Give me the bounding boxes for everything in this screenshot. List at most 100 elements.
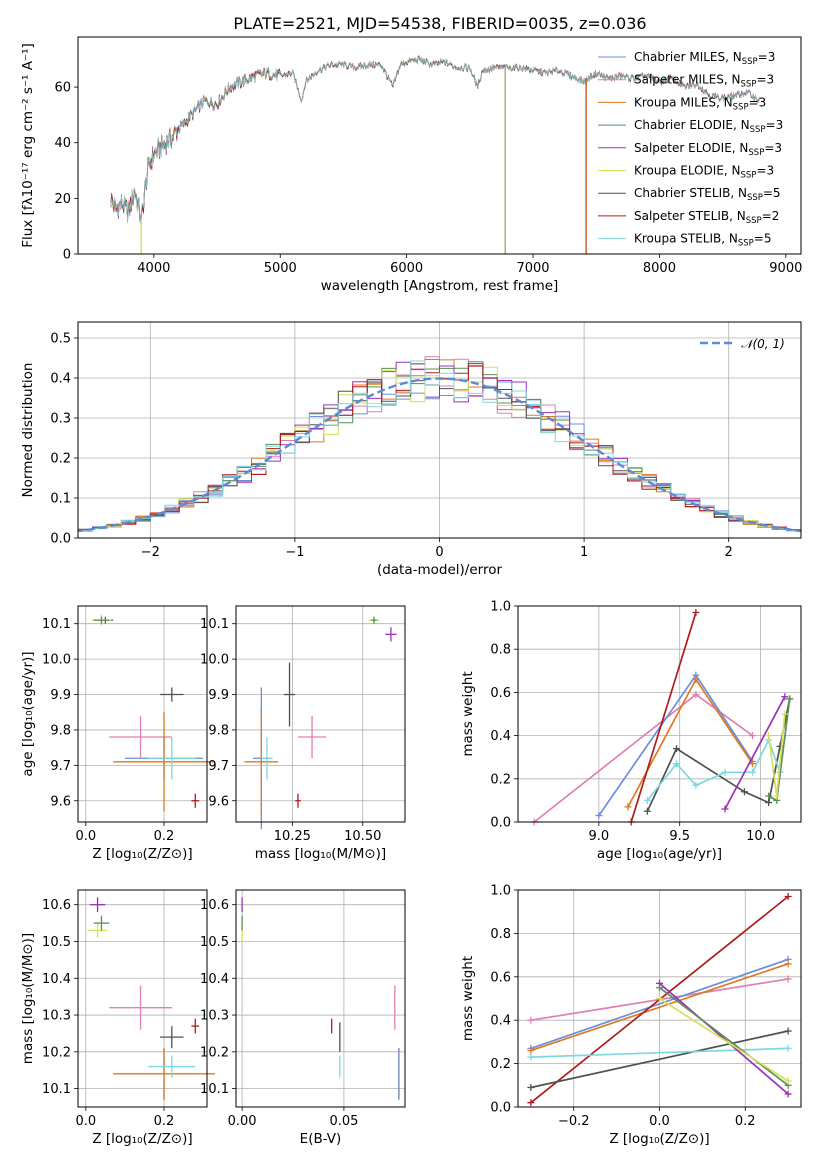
y-tick-label: 0 [63, 248, 71, 263]
x-tick-label: 0.0 [75, 1114, 96, 1129]
weight-line [659, 997, 789, 1082]
x-tick-label: 5000 [264, 261, 297, 276]
x-axis-label: (data-model)/error [377, 562, 503, 578]
weight-series [527, 1027, 792, 1091]
y-tick-label: 0.1 [50, 492, 71, 507]
axes-frame [77, 889, 208, 1108]
y-tick-label: 10.6 [200, 898, 229, 913]
y-tick-label: 60 [54, 81, 71, 96]
x-tick-label: 10.25 [274, 829, 311, 844]
data-point [261, 737, 273, 780]
y-tick-label: 0.3 [50, 412, 71, 427]
y-tick-label: 40 [54, 136, 71, 151]
y-tick-label: 10.5 [200, 935, 229, 950]
y-axis-label: Normed distribution [20, 363, 36, 498]
x-tick-label: 0.0 [75, 829, 96, 844]
x-tick-label: 0.05 [329, 1114, 358, 1129]
y-tick-label: 0.8 [490, 927, 511, 942]
x-tick-label: 0 [435, 545, 443, 560]
panel-weight_vs_Z: −0.2 0.0 0.2 0.0 0.2 0.4 0.6 0.8 1.0 Z [log₁₀(Z/Z… [460, 884, 802, 1147]
panel-mass_vs_ebv: 0.00 0.05 10.1 10.2 10.3 10.4 10.5 10.6 E(B-V) [200, 889, 406, 1147]
y-tick-label: 10.1 [200, 617, 229, 632]
weight-line [530, 1047, 789, 1058]
x-axis-label: mass [log₁₀(M/M⊙)] [255, 846, 386, 862]
x-tick-label: 8000 [643, 261, 676, 276]
y-tick-label: 0.4 [50, 372, 71, 387]
data-point [160, 1026, 184, 1049]
x-axis-label: wavelength [Angstrom, rest frame] [321, 278, 559, 294]
y-tick-label: 9.9 [50, 688, 71, 703]
y-tick-label: 9.6 [50, 794, 71, 809]
legend: Chabrier MILES, NSSP=3 Salpeter MILES, NS… [598, 50, 783, 249]
y-tick-label: 0.2 [50, 452, 71, 467]
weight-line [598, 673, 754, 816]
y-tick-label: 9.6 [208, 794, 229, 809]
panel-mass_vs_Z: 0.0 0.2 10.1 10.2 10.3 10.4 10.5 10.6 Z [log₁₀(Z… [20, 889, 215, 1147]
y-tick-label: 10.0 [42, 653, 71, 668]
x-tick-label: 9.5 [669, 829, 690, 844]
y-tick-label: 10.4 [42, 972, 71, 987]
y-tick-label: 20 [54, 192, 71, 207]
data-point [297, 715, 327, 759]
y-tick-label: 0.5 [50, 332, 71, 347]
data-point [93, 616, 110, 624]
x-axis-label: Z [log₁₀(Z/Z⊙)] [92, 1131, 192, 1147]
x-tick-label: 6000 [390, 261, 423, 276]
x-tick-label: 9000 [769, 261, 802, 276]
y-tick-label: 10.3 [42, 1009, 71, 1024]
y-tick-label: 0.0 [50, 532, 71, 547]
data-point [371, 616, 377, 624]
legend-entry: Chabrier MILES, NSSP=3 [634, 50, 775, 67]
x-tick-label: 10.50 [344, 829, 381, 844]
y-tick-label: 9.9 [208, 688, 229, 703]
x-tick-label: 0.2 [154, 829, 175, 844]
y-tick-label: 0.0 [490, 816, 511, 831]
y-tick-label: 10.6 [42, 898, 71, 913]
legend-entry: Salpeter ELODIE, NSSP=3 [634, 141, 782, 158]
axes-frame [77, 605, 208, 823]
y-tick-label: 10.2 [42, 1045, 71, 1060]
x-tick-label: 0.0 [649, 1114, 670, 1129]
legend-entry: 𝒩(0, 1) [741, 337, 785, 351]
weight-series [765, 710, 789, 800]
weight-series [656, 995, 792, 1085]
y-tick-label: 10.1 [42, 1082, 71, 1097]
axes-frame [77, 321, 802, 539]
legend-entry: Salpeter MILES, NSSP=3 [634, 73, 774, 90]
panel-weight_vs_age: 9.0 9.5 10.0 0.0 0.2 0.4 0.6 0.8 1.0 age [log₁₀(a… [460, 600, 802, 862]
x-tick-label: 0.2 [154, 1114, 175, 1129]
x-tick-label: 4000 [137, 261, 170, 276]
x-axis-label: E(B-V) [300, 1131, 342, 1147]
y-tick-label: 0.8 [490, 643, 511, 658]
y-tick-label: 0.6 [490, 970, 511, 985]
y-tick-label: 10.1 [42, 617, 71, 632]
data-point [160, 687, 184, 702]
legend-entry: Kroupa MILES, NSSP=3 [634, 95, 766, 112]
weight-series [527, 1044, 792, 1061]
x-axis-label: Z [log₁₀(Z/Z⊙)] [609, 1131, 709, 1147]
spectrum-lines [110, 54, 761, 254]
y-tick-label: 9.7 [50, 759, 71, 774]
y-tick-label: 9.8 [50, 723, 71, 738]
weight-series [656, 979, 792, 1098]
panel-age_vs_Z: 0.0 0.2 9.6 9.7 9.8 9.9 10.0 10.1 Z [log₁₀(Z/Z⊙)… [20, 605, 215, 862]
y-axis-label: mass [log₁₀(M/M⊙)] [20, 933, 36, 1064]
weight-series [530, 691, 756, 826]
weight-line [658, 982, 789, 1095]
data-point [87, 923, 108, 938]
weight-series [627, 608, 700, 826]
panel-spectrum: 4000 5000 6000 7000 8000 9000 0 20 40 60 wavelengt… [20, 36, 802, 294]
data-point [148, 737, 196, 780]
data-point [244, 708, 279, 815]
weight-series [624, 675, 756, 811]
axes-frame [235, 889, 406, 1108]
spectrum-series-line [110, 56, 761, 224]
data-point [93, 915, 110, 931]
axes-frame [517, 605, 802, 823]
y-axis-label: mass weight [460, 671, 476, 756]
x-tick-label: 10.0 [746, 829, 775, 844]
axes-frame [517, 889, 802, 1108]
y-tick-label: 10.5 [42, 935, 71, 950]
legend-entry: Salpeter STELIB, NSSP=2 [634, 209, 779, 226]
x-tick-label: 1 [580, 545, 588, 560]
